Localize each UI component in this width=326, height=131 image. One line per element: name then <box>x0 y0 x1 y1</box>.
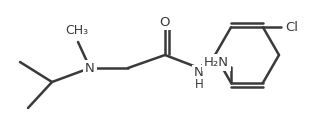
Text: Cl: Cl <box>285 21 298 34</box>
Text: H₂N: H₂N <box>204 56 229 69</box>
Text: N: N <box>85 61 95 75</box>
Text: O: O <box>160 15 170 29</box>
Text: CH₃: CH₃ <box>66 24 89 37</box>
Text: N: N <box>194 67 204 80</box>
Text: H: H <box>195 78 203 91</box>
